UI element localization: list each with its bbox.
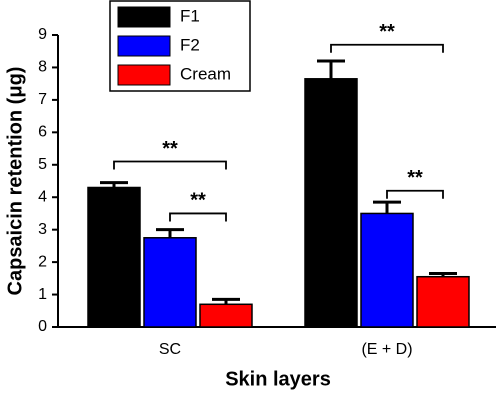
legend-label: F1 [180, 6, 200, 25]
legend-swatch [117, 64, 171, 86]
y-tick-label: 9 [38, 26, 47, 43]
legend-label: Cream [180, 64, 231, 83]
significance-bracket [330, 43, 444, 53]
bar [360, 212, 414, 328]
x-tick-label: SC [159, 341, 181, 358]
y-tick-label: 6 [38, 124, 47, 141]
legend-label: F2 [180, 35, 200, 54]
x-axis-label: Skin layers [225, 368, 331, 390]
significance-label: ** [162, 138, 178, 160]
bar [416, 275, 470, 328]
bar [304, 78, 358, 328]
significance-label: ** [190, 190, 206, 212]
y-tick-label: 8 [38, 59, 47, 76]
x-tick-label: (E + D) [361, 341, 412, 358]
significance-label: ** [379, 21, 395, 43]
legend-swatch [117, 35, 171, 57]
bar [199, 303, 253, 328]
y-tick-label: 1 [38, 286, 47, 303]
significance-label: ** [407, 167, 423, 189]
y-tick-label: 3 [38, 221, 47, 238]
significance-bracket [169, 212, 227, 222]
bar [143, 237, 197, 328]
bar [87, 186, 141, 328]
y-tick-label: 0 [38, 318, 47, 335]
y-tick-label: 2 [38, 253, 47, 270]
y-tick-label: 7 [38, 91, 47, 108]
y-tick-label: 4 [38, 188, 47, 205]
y-axis-label: Capsaicin retention (μg) [4, 67, 26, 296]
legend-swatch [117, 6, 171, 28]
significance-bracket [386, 189, 444, 199]
y-tick-label: 5 [38, 156, 47, 173]
significance-bracket [113, 160, 227, 170]
